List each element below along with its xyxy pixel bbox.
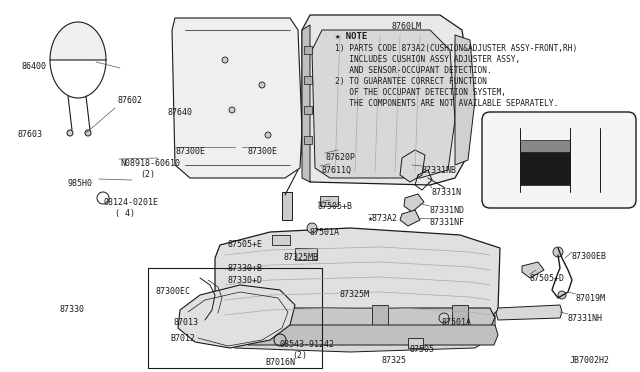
Bar (304, 136, 312, 144)
Bar (148, 268, 322, 368)
Polygon shape (250, 308, 495, 328)
Text: 87505: 87505 (410, 345, 435, 354)
Circle shape (67, 130, 73, 136)
Text: B7016N: B7016N (265, 358, 295, 367)
Text: JB7002H2: JB7002H2 (570, 356, 610, 365)
Bar (520, 150, 570, 185)
Text: 08124-0201E: 08124-0201E (103, 198, 158, 207)
Polygon shape (522, 262, 544, 278)
Polygon shape (400, 210, 420, 226)
Text: 87505+B: 87505+B (318, 202, 353, 211)
Text: 87325M: 87325M (340, 290, 370, 299)
Text: (2): (2) (140, 170, 155, 179)
Polygon shape (172, 18, 302, 178)
Text: 87300E: 87300E (175, 147, 205, 156)
Text: N08918-60610: N08918-60610 (120, 159, 180, 168)
Text: 87019M: 87019M (576, 294, 606, 303)
Text: 87013: 87013 (174, 318, 199, 327)
Bar (272, 305, 288, 331)
Bar (304, 106, 312, 114)
Polygon shape (312, 30, 455, 178)
Bar (408, 338, 423, 348)
Circle shape (307, 223, 317, 233)
Text: 87331NF: 87331NF (430, 218, 465, 227)
Text: 87330+D: 87330+D (228, 276, 263, 285)
Text: 1) PARTS CODE 873A2(CUSHION&ADJUSTER ASSY-FRONT,RH): 1) PARTS CODE 873A2(CUSHION&ADJUSTER ASS… (335, 44, 577, 53)
Text: B7012: B7012 (170, 334, 195, 343)
Text: AND SENSOR-OCCUPANT DETECTION.: AND SENSOR-OCCUPANT DETECTION. (335, 66, 492, 75)
Circle shape (553, 247, 563, 257)
Text: 87640: 87640 (168, 108, 193, 117)
Text: OF THE OCCUPANT DETECTION SYSTEM,: OF THE OCCUPANT DETECTION SYSTEM, (335, 88, 506, 97)
Text: 87501A: 87501A (310, 228, 340, 237)
Polygon shape (455, 35, 475, 165)
Circle shape (558, 291, 566, 299)
Text: 2) TO GUARANTEE CORRECT FUNCTION: 2) TO GUARANTEE CORRECT FUNCTION (335, 77, 487, 86)
Text: 87611Q: 87611Q (322, 166, 352, 175)
Text: 87300EB: 87300EB (572, 252, 607, 261)
Text: 87330: 87330 (60, 305, 85, 314)
Circle shape (85, 130, 91, 136)
Text: 87300E: 87300E (247, 147, 277, 156)
Polygon shape (220, 315, 495, 352)
Text: 87300EC: 87300EC (156, 287, 191, 296)
Circle shape (265, 132, 271, 138)
FancyBboxPatch shape (482, 112, 636, 208)
Bar (295, 248, 317, 260)
Circle shape (222, 57, 228, 63)
Text: 87505+E: 87505+E (228, 240, 263, 249)
Polygon shape (496, 305, 562, 320)
Polygon shape (404, 194, 424, 212)
Polygon shape (302, 15, 470, 185)
Circle shape (259, 82, 265, 88)
Circle shape (439, 313, 449, 323)
Polygon shape (215, 228, 500, 332)
Text: 87620P: 87620P (325, 153, 355, 162)
Polygon shape (178, 285, 295, 348)
Bar (520, 140, 570, 152)
Text: 87505+D: 87505+D (530, 274, 565, 283)
Text: 87331NH: 87331NH (568, 314, 603, 323)
Text: 87603: 87603 (18, 130, 43, 139)
Bar (372, 305, 388, 331)
Text: 86400: 86400 (22, 62, 47, 71)
Text: ★873A2: ★873A2 (368, 214, 398, 223)
Text: THE COMPONENTS ARE NOT AVAILABLE SEPARATELY.: THE COMPONENTS ARE NOT AVAILABLE SEPARAT… (335, 99, 558, 108)
Text: 87325MB: 87325MB (284, 253, 319, 262)
Polygon shape (302, 25, 310, 182)
Polygon shape (50, 22, 106, 60)
Bar (272, 235, 290, 245)
Polygon shape (400, 150, 425, 182)
Text: 87331ND: 87331ND (430, 206, 465, 215)
Bar (304, 46, 312, 54)
Text: 87331N: 87331N (432, 188, 462, 197)
Text: 87602: 87602 (118, 96, 143, 105)
Text: (2): (2) (292, 351, 307, 360)
Circle shape (229, 107, 235, 113)
Bar (452, 305, 468, 331)
Text: 985H0: 985H0 (68, 179, 93, 188)
Text: 87501A: 87501A (442, 318, 472, 327)
Text: ( 4): ( 4) (115, 209, 135, 218)
Bar (320, 196, 338, 206)
Text: 87330+B: 87330+B (228, 264, 263, 273)
Text: INCLUDES CUSHION ASSY ADJUSTER ASSY,: INCLUDES CUSHION ASSY ADJUSTER ASSY, (335, 55, 520, 64)
Bar (282, 192, 292, 220)
Text: 08543-91242: 08543-91242 (280, 340, 335, 349)
Bar (304, 76, 312, 84)
Text: 87331NB: 87331NB (422, 166, 457, 175)
Polygon shape (244, 325, 498, 345)
Text: 8760LM: 8760LM (392, 22, 422, 31)
Text: 87325: 87325 (382, 356, 407, 365)
Text: ★ NOTE: ★ NOTE (335, 32, 367, 41)
